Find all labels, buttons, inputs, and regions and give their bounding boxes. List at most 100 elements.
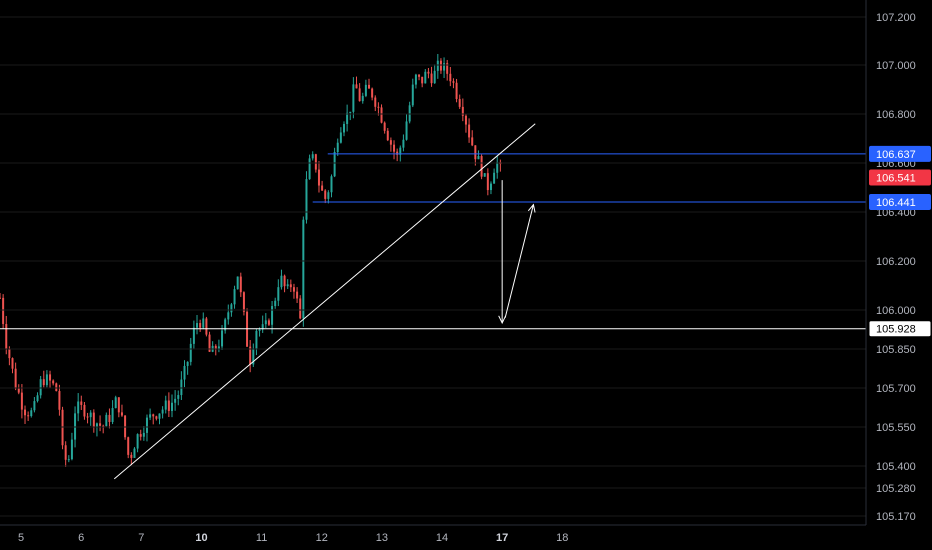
- candle-body: [408, 105, 411, 122]
- candle-body: [436, 60, 439, 71]
- candle-body: [368, 84, 371, 89]
- candle-body: [496, 162, 499, 173]
- candle-body: [242, 292, 245, 312]
- candle-body: [305, 179, 308, 220]
- candle-body: [67, 459, 70, 461]
- candle-body: [189, 343, 192, 362]
- candle-body: [145, 417, 148, 433]
- candle-body: [352, 84, 355, 112]
- candle-body: [424, 71, 427, 84]
- candle-body: [114, 397, 117, 409]
- candle-body: [49, 374, 52, 381]
- candle-body: [205, 318, 208, 335]
- price-tag-label: 105.928: [876, 324, 916, 336]
- candle-body: [311, 154, 314, 159]
- candle-body: [349, 111, 352, 113]
- candle-body: [86, 416, 89, 418]
- candle-body: [321, 185, 324, 191]
- candle-body: [186, 361, 189, 366]
- candle-body: [139, 434, 142, 437]
- arrow-up-head: [527, 203, 536, 213]
- price-tags: 106.637 106.541 106.441 105.928: [868, 145, 932, 338]
- candle-body: [361, 95, 364, 102]
- candle-body: [418, 74, 421, 77]
- candle-body: [127, 437, 130, 455]
- candles-layer: [0, 53, 502, 467]
- price-tick-label: 105.280: [876, 483, 916, 495]
- candle-body: [239, 276, 242, 293]
- candle-body: [233, 289, 236, 305]
- candle-body: [74, 413, 77, 440]
- arrow-up[interactable]: [504, 204, 534, 318]
- candle-body: [286, 284, 289, 287]
- candle-body: [386, 130, 389, 141]
- candle-body: [199, 323, 202, 328]
- price-tag-level: [869, 193, 931, 210]
- candle-body: [371, 88, 374, 98]
- trend-line[interactable]: [113, 123, 536, 480]
- time-tick-label: 7: [138, 532, 144, 544]
- candle-body: [446, 63, 449, 74]
- candle-body: [296, 291, 299, 299]
- candle-body: [64, 445, 67, 460]
- candle-body: [130, 454, 133, 458]
- candle-body: [158, 413, 161, 419]
- time-axis[interactable]: 5 6 7 10 11 12 13 14 17 18: [18, 532, 568, 544]
- price-tick-label: 105.400: [876, 461, 916, 473]
- candle-body: [380, 107, 383, 123]
- candle-body: [493, 172, 496, 184]
- candle-body: [217, 346, 220, 350]
- time-tick-label: 11: [256, 532, 267, 544]
- candle-body: [120, 412, 123, 416]
- price-tag-level: [869, 145, 931, 162]
- candle-body: [355, 84, 358, 89]
- price-tick-label: 105.170: [876, 511, 916, 523]
- time-tick-label: 6: [78, 532, 84, 544]
- candle-body: [108, 414, 111, 422]
- price-tag-label: 106.637: [876, 149, 916, 161]
- candle-body: [261, 324, 264, 330]
- candle-body: [80, 401, 83, 405]
- candle-body: [39, 379, 42, 396]
- price-tick-label: 107.000: [876, 60, 916, 72]
- candle-body: [358, 88, 361, 102]
- candle-body: [455, 82, 458, 100]
- price-tick-label: 106.400: [876, 207, 916, 219]
- candle-body: [155, 416, 158, 419]
- price-tick-label: 105.850: [876, 344, 916, 356]
- price-tick-label: 106.800: [876, 109, 916, 121]
- candle-body: [255, 330, 258, 349]
- candle-body: [489, 183, 492, 191]
- candle-body: [92, 412, 95, 428]
- candle-body: [170, 402, 173, 411]
- candle-body: [177, 395, 180, 399]
- candle-body: [271, 306, 274, 325]
- candle-body: [30, 410, 33, 417]
- candle-body: [342, 123, 345, 133]
- candle-body: [221, 330, 224, 347]
- candle-body: [477, 156, 480, 160]
- drawing-layer[interactable]: [0, 16, 866, 517]
- candle-body: [267, 320, 270, 325]
- candle-body: [299, 298, 302, 319]
- candle-body: [167, 400, 170, 411]
- candle-body: [421, 76, 424, 84]
- time-tick-label: 5: [18, 532, 24, 544]
- price-tick-label: 106.200: [876, 256, 916, 268]
- candle-body: [77, 401, 80, 414]
- candle-body: [230, 304, 233, 313]
- candle-body: [236, 276, 239, 290]
- candle-body: [214, 345, 217, 350]
- candle-body: [377, 106, 380, 108]
- candle-body: [8, 348, 11, 359]
- candle-body: [471, 137, 474, 146]
- candle-body: [330, 176, 333, 193]
- candle-body: [464, 115, 467, 125]
- candle-body: [302, 219, 305, 319]
- candle-body: [149, 414, 152, 418]
- candle-body: [102, 425, 105, 427]
- candle-body: [227, 312, 230, 320]
- candle-body: [327, 192, 330, 199]
